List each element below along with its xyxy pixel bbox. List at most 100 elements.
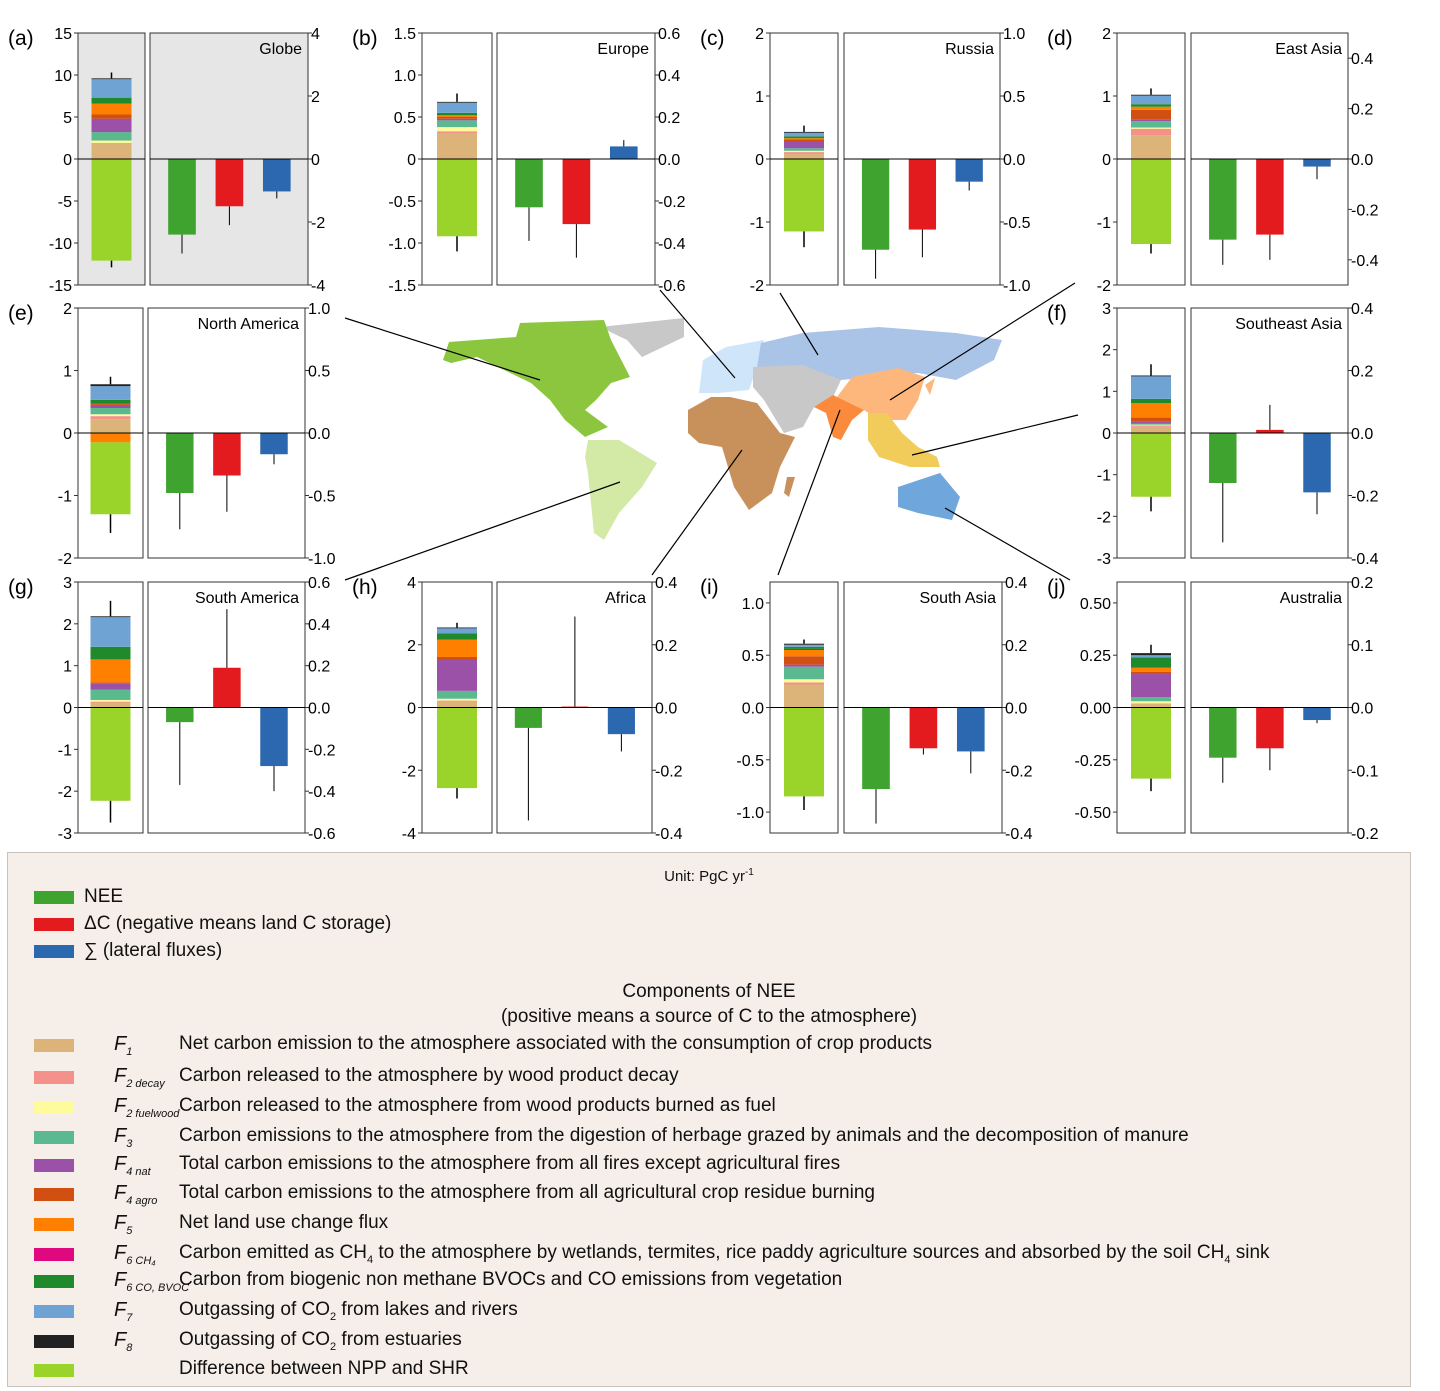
connector-line: [889, 282, 1076, 401]
stack-segment-F4agro: [91, 114, 132, 119]
symbol-subscript: 2 decay: [126, 1078, 165, 1090]
left-axis-tick-label: 0.25: [1080, 648, 1111, 665]
stack-segment-F4nat: [1131, 421, 1171, 424]
stack-segment-F2decay: [91, 143, 132, 144]
symbol-subscript: 7: [126, 1312, 133, 1324]
connector-line: [777, 409, 841, 576]
stack-segment-F8: [90, 616, 131, 618]
legend-label: ∑ (lateral fluxes): [84, 940, 223, 961]
connector-line: [659, 289, 736, 379]
component-symbol: F7: [114, 1299, 132, 1324]
stack-segment-F4agro: [1131, 417, 1171, 422]
right-axis-tick-label: -0.2: [658, 194, 686, 211]
stack-segment-F7: [91, 79, 132, 98]
panel-europe: (b) Europe 1.5 1.0 0.5 0 -0.5 -1.0 -1.5 0.6 0.4 0.2…: [352, 26, 686, 295]
symbol-letter: F: [114, 1212, 127, 1234]
legend-swatch: [34, 917, 74, 931]
left-axis-tick-label: 1: [1102, 384, 1111, 401]
region-name: Africa: [605, 590, 646, 607]
stack-segment-F7: [437, 628, 477, 634]
map-region-south-america: [585, 440, 657, 540]
legend-item-dC: ΔC (negative means land C storage): [34, 912, 391, 936]
right-axis-tick-label: 0.2: [1351, 575, 1373, 592]
component-symbol: F6 CO, BVOC: [114, 1269, 189, 1294]
stack-segment-F4nat: [90, 683, 131, 690]
stack-segment-F3: [91, 132, 132, 141]
region-name: East Asia: [1275, 41, 1342, 58]
right-axis-tick-label: -0.4: [655, 826, 683, 843]
stack-segment-F7: [1131, 655, 1171, 658]
stack-segment-F3: [784, 148, 824, 151]
stack-segment-F6co: [1131, 398, 1171, 403]
stack-segment-F5: [91, 103, 132, 115]
legend-swatch: [34, 1071, 74, 1084]
component-description: Total carbon emissions to the atmosphere…: [179, 1182, 875, 1204]
right-axis-tick-label: 0.4: [658, 68, 680, 85]
left-axis-tick-label: -3: [1097, 551, 1111, 568]
legend-item-NEE: NEE: [34, 885, 123, 909]
desc-text: Total carbon emissions to the atmosphere…: [179, 1182, 875, 1203]
stack-segment-F2fuelwood: [90, 699, 131, 702]
left-axis-tick-label: 0: [755, 152, 764, 169]
desc-text: Outgassing of CO: [179, 1299, 331, 1320]
legend-swatch: [34, 1039, 74, 1052]
right-axis-tick-label: 1.0: [1003, 26, 1025, 43]
stack-segment-F2decay: [90, 701, 131, 703]
stack-segment-F7: [437, 102, 477, 113]
panel-label: (b): [352, 27, 378, 50]
symbol-letter: F: [114, 1329, 127, 1351]
legend-swatch: [34, 1101, 74, 1114]
bar-NEE: [1209, 707, 1237, 758]
stack-segment-F2decay: [437, 131, 477, 134]
left-axis-tick-label: -0.5: [736, 753, 764, 770]
desc-text: from estuaries: [336, 1329, 462, 1350]
stack-segment-F5: [1131, 403, 1171, 418]
map-region-russia: [757, 327, 1002, 380]
component-symbol: F5: [114, 1212, 132, 1237]
left-axis-tick-label: -2: [58, 551, 72, 568]
legend-swatch: [34, 1188, 74, 1201]
left-axis-tick-label: -1: [58, 742, 72, 759]
left-axis-tick-label: 1: [63, 659, 72, 676]
map-region-east-asia: [837, 368, 925, 420]
region-name: North America: [198, 316, 299, 333]
right-axis-tick-label: 2: [311, 89, 320, 106]
right-axis-tick-label: 0.0: [1003, 152, 1025, 169]
stack-segment-F7: [90, 616, 131, 647]
right-axis-tick-label: 0.0: [658, 152, 680, 169]
right-axis-tick-label: 0.0: [1351, 426, 1373, 443]
left-axis-tick-label: 0: [63, 426, 72, 443]
desc-text: Carbon emissions to the atmosphere from …: [179, 1125, 1189, 1146]
symbol-letter: F: [114, 1182, 127, 1204]
stack-segment-F6co: [90, 399, 131, 403]
stack-segment-F2fuelwood: [1131, 701, 1171, 704]
desc-text: sink: [1230, 1242, 1270, 1263]
region-name: Australia: [1280, 590, 1342, 607]
right-axis-tick-label: 0.5: [1003, 89, 1025, 106]
bar-NEE: [1209, 159, 1237, 240]
right-axis-tick-label: -0.2: [1351, 202, 1379, 219]
left-axis-tick-label: 4: [407, 575, 416, 592]
stack-segment-F5: [437, 115, 477, 117]
right-axis-tick-label: 0.4: [655, 575, 677, 592]
left-axis-tick-label: -2: [1097, 509, 1111, 526]
stack-segment-F1: [91, 143, 132, 159]
left-axis-tick-label: -1: [58, 489, 72, 506]
map-region-middle-east: [753, 365, 841, 433]
stack-segment-F4agro: [1131, 109, 1171, 120]
right-axis-tick-label: 0.4: [308, 617, 330, 634]
stack-segment-npp-shr: [90, 442, 131, 515]
right-axis-tick-label: -0.4: [308, 784, 336, 801]
right-axis-tick-label: 0.4: [1351, 301, 1373, 318]
panel-east-asia: (d) East Asia 2 1 0 -1 -2 0.4 0.2 0.0 -0.2 -0.4: [1047, 26, 1379, 295]
stack-segment-F3: [1131, 697, 1171, 702]
symbol-subscript: 3: [126, 1138, 133, 1150]
right-axis-tick-label: 0.0: [1351, 152, 1373, 169]
bar-Sigma: [1303, 159, 1331, 167]
left-axis-tick-label: -2: [1097, 278, 1111, 295]
stack-segment-npp-shr: [90, 707, 131, 801]
component-symbol: F2 fuelwood: [114, 1095, 179, 1120]
component-symbol: F4 nat: [114, 1153, 151, 1178]
stack-segment-npp-shr: [784, 707, 824, 797]
desc-text: 2: [330, 1310, 337, 1323]
